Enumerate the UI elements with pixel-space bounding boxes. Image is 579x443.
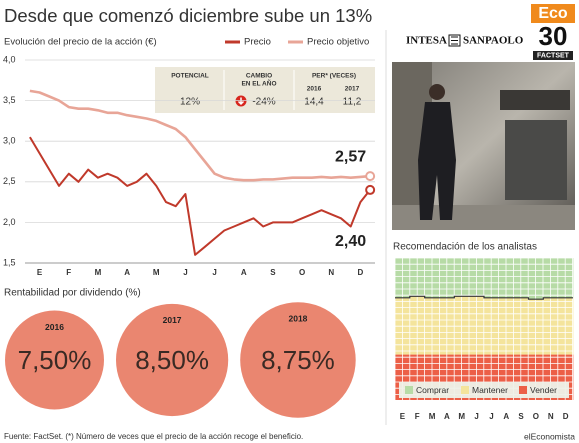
y-tick-label: 3,5 (3, 95, 16, 105)
legend-label: Comprar (416, 385, 449, 395)
x-tick-label: J (183, 268, 187, 277)
stat-label: EN EL AÑO (241, 79, 276, 88)
bubble-value: 8,75% (261, 345, 335, 375)
stat-label: POTENCIAL (171, 73, 209, 80)
y-tick-label: 1,5 (3, 257, 16, 267)
stat-year: 2016 (307, 86, 322, 93)
line-series (29, 89, 371, 182)
x-tick-label: J (489, 412, 493, 421)
source: Fuente: FactSet. (*) Número de veces que… (4, 432, 303, 441)
stat-label: CAMBIO (246, 73, 272, 80)
rec-chart-title: Recomendación de los analistas (393, 242, 537, 253)
legend-label: Vender (530, 385, 557, 395)
line-series (29, 136, 371, 256)
end-marker (365, 184, 376, 195)
logo-sub-box (533, 51, 573, 60)
photo-ground (392, 205, 575, 230)
x-tick-label: A (124, 268, 130, 277)
bubble (240, 302, 356, 418)
legend-swatch (519, 386, 527, 394)
x-tick-label: A (444, 412, 450, 421)
y-tick-label: 4,0 (3, 54, 16, 64)
y-tick-label: 2,0 (3, 217, 16, 227)
value-label: 2,40 (335, 233, 366, 250)
x-tick-label: E (37, 268, 43, 277)
bubble-category: 2016 (45, 322, 64, 332)
stat-value: 11,2 (343, 97, 362, 108)
x-tick-label: F (66, 268, 71, 277)
photo-window (505, 120, 567, 200)
x-tick-label: D (358, 268, 364, 277)
bubble-value: 7,50% (18, 345, 92, 375)
line-chart-title: Evolución del precio de la acción (€) (4, 37, 157, 48)
x-tick-label: J (474, 412, 478, 421)
stats-bg (155, 67, 375, 113)
brand-icon (448, 34, 461, 47)
brand-right: SANPAOLO (463, 35, 524, 47)
logo-top: Eco (538, 5, 568, 22)
boundary-line (395, 295, 573, 300)
x-tick-label: S (518, 412, 524, 421)
legend-swatch (461, 386, 469, 394)
photo-head (429, 84, 445, 100)
x-tick-label: F (415, 412, 420, 421)
x-tick-label: N (548, 412, 554, 421)
stat-year: 2017 (345, 86, 360, 93)
title: Desde que comenzó diciembre sube un 13% (4, 5, 372, 26)
stack-segment (558, 258, 574, 298)
legend-label: Mantener (472, 385, 508, 395)
stack-segment (513, 258, 529, 298)
brand-icon-lines (451, 36, 458, 45)
x-tick-label: O (299, 268, 305, 277)
logo-sub: FACTSET (537, 52, 570, 59)
stat-value: 12% (180, 97, 200, 108)
bubble (5, 310, 104, 410)
bubble-value: 8,50% (135, 345, 209, 375)
brand-icon-frame (448, 34, 461, 47)
end-marker (365, 171, 376, 182)
photo-sign (500, 90, 570, 110)
stat-label: PER* (VECES) (312, 73, 356, 80)
photo-figure (418, 102, 456, 220)
y-tick-label: 3,0 (3, 136, 16, 146)
x-tick-label: O (533, 412, 539, 421)
x-tick-label: A (241, 268, 247, 277)
value-label: 2,57 (335, 148, 366, 165)
brand-left: INTESA (406, 35, 447, 47)
bubble (116, 303, 229, 417)
photo (392, 62, 575, 230)
x-tick-label: S (270, 268, 276, 277)
legend-swatch (405, 386, 413, 394)
stat-value: 14,4 (304, 97, 324, 108)
legend-label: Precio objetivo (307, 37, 369, 48)
bubble-category: 2017 (163, 315, 182, 325)
stack-segment (528, 299, 544, 355)
x-tick-label: M (429, 412, 436, 421)
x-tick-label: M (458, 412, 465, 421)
stat-value: -24% (252, 97, 275, 108)
y-tick-label: 2,5 (3, 176, 16, 186)
x-tick-label: E (400, 412, 406, 421)
logo-number: 30 (539, 21, 568, 51)
bubble-category: 2018 (288, 314, 307, 324)
bubble-chart-title: Rentabilidad por dividendo (%) (4, 288, 141, 299)
logo-box (531, 4, 575, 23)
x-tick-label: D (563, 412, 569, 421)
x-tick-label: N (328, 268, 334, 277)
legend-label: Precio (244, 37, 271, 48)
stats-box: POTENCIAL 12% CAMBIO EN EL AÑO -24% PER*… (155, 67, 375, 113)
footer-brand: elEconomista (524, 431, 575, 441)
x-tick-label: J (212, 268, 216, 277)
x-tick-label: M (153, 268, 160, 277)
x-tick-label: M (95, 268, 102, 277)
stack-segment (498, 258, 514, 298)
stack-segment (543, 258, 559, 298)
x-tick-label: A (503, 412, 509, 421)
